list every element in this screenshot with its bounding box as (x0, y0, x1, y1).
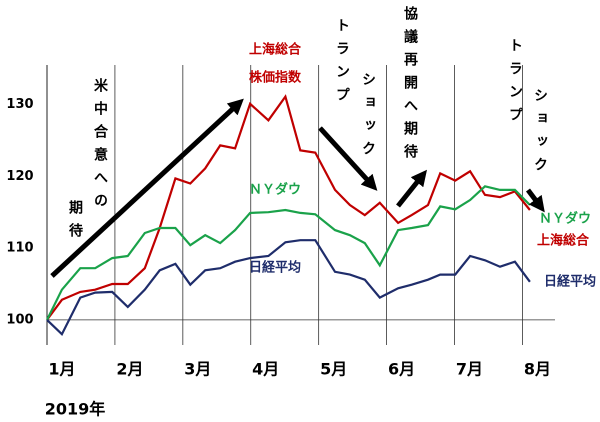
plot: 1月 2月 3月 4月 5月 6月 7月 8月 100 110 120 130 上海総合 ＮＹダウ日経平均… (6, 5, 596, 378)
series-line (46, 239, 531, 337)
arrow (526, 188, 545, 213)
inline-label: 株価指数 (249, 70, 302, 86)
x-tick-label: 1月 (48, 360, 75, 379)
inline-label: ＮＹダウ (249, 182, 301, 198)
arrow (396, 169, 427, 208)
x-axis-title: 2019年 (45, 400, 106, 419)
x-tick-label: 2月 (116, 360, 143, 379)
arrows (50, 98, 545, 278)
y-tick-label: 130 (6, 97, 33, 112)
arrow (318, 126, 378, 191)
annotation: トランプ (507, 38, 523, 130)
annotation: ショック (532, 88, 548, 180)
x-tick-label: 3月 (184, 360, 211, 379)
series-line (46, 185, 531, 321)
annotation: 米中合意への (92, 77, 108, 216)
x-tick-label: 8月 (524, 360, 551, 379)
x-tick-label: 6月 (388, 360, 415, 379)
annotation: 協議再開へ期待 (402, 5, 418, 167)
x-tick-label: 4月 (252, 360, 279, 379)
series-label: ＮＹダウ (539, 211, 591, 227)
inline-label: 上海総合 (249, 42, 302, 58)
series-line (46, 94, 531, 321)
x-tick-label: 5月 (320, 360, 347, 379)
y-tick-label: 110 (6, 241, 33, 256)
series-label: 日経平均 (544, 274, 596, 290)
series-label: 上海総合 (537, 233, 590, 249)
x-tick-label: 7月 (456, 360, 483, 379)
y-tick-label: 120 (6, 169, 33, 184)
annotation: 期待 (67, 200, 83, 246)
annotation: ショック (360, 72, 376, 164)
y-tick-label: 100 (6, 312, 33, 327)
inline-label: 日経平均 (249, 260, 301, 276)
annotation: トランプ (334, 18, 350, 110)
arrow (50, 98, 244, 278)
